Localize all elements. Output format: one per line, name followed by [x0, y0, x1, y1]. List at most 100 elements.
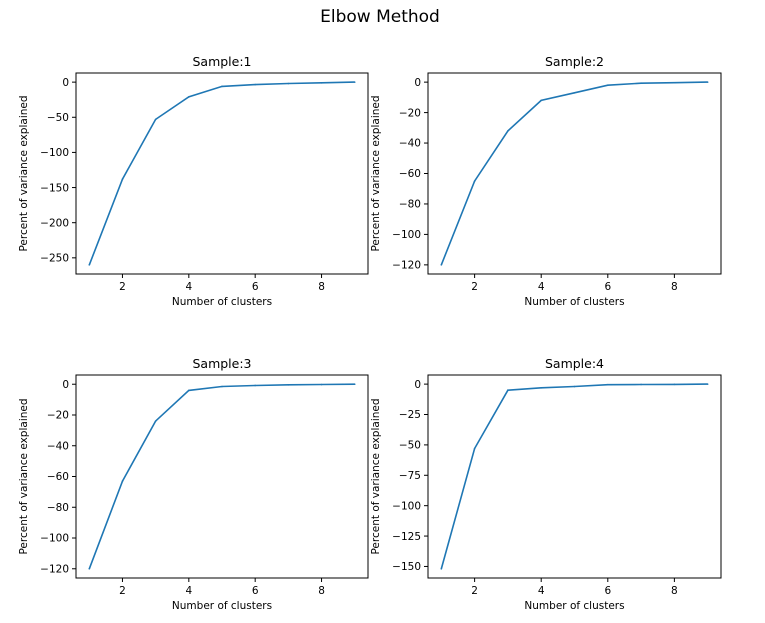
x-axis-label: Number of clusters: [524, 296, 624, 308]
y-tick-label: −40: [47, 440, 69, 452]
data-point: [188, 96, 190, 98]
data-point: [440, 568, 443, 570]
x-tick-label: 2: [119, 585, 126, 597]
data-point: [540, 386, 543, 389]
data-point: [121, 178, 124, 180]
y-tick-label: −150: [392, 561, 421, 573]
axes-frame: [427, 374, 722, 579]
data-point: [254, 384, 256, 387]
y-tick-label: −250: [40, 253, 69, 265]
data-point: [640, 383, 642, 386]
y-tick-label: −100: [40, 147, 69, 159]
x-axis-label: Number of clusters: [524, 600, 624, 612]
y-tick-label: −80: [47, 502, 69, 514]
figure-title: Elbow Method: [320, 7, 440, 27]
data-point: [673, 383, 676, 386]
subplot-3: 2 4 6 8 0 −20 −40 −60 −80 −100 −120 Sample:3 Number …: [18, 356, 369, 612]
y-tick-label: −200: [40, 217, 69, 229]
x-tick-label: 8: [671, 585, 678, 597]
x-axis-label: Number of clusters: [172, 296, 272, 308]
data-point: [706, 81, 709, 83]
y-tick-label: −60: [399, 168, 421, 180]
x-tick-label: 2: [471, 585, 478, 597]
subplot-title: Sample:2: [545, 54, 604, 69]
y-tick-label: −50: [399, 440, 421, 452]
data-point: [473, 180, 476, 182]
subplot-title: Sample:4: [545, 356, 604, 371]
x-axis-label: Number of clusters: [172, 600, 272, 612]
y-tick-label: −80: [399, 199, 421, 211]
data-point: [540, 99, 543, 102]
x-tick-label: 8: [318, 585, 325, 597]
x-tick-label: 8: [318, 281, 325, 293]
data-point: [221, 85, 223, 88]
x-tick-label: 4: [185, 281, 192, 293]
y-tick-label: 0: [62, 379, 69, 391]
data-point: [88, 567, 91, 570]
y-axis-label: Percent of variance explained: [18, 398, 30, 554]
y-tick-label: −120: [40, 563, 69, 575]
data-point: [573, 385, 576, 388]
x-tick-label: 2: [119, 281, 126, 293]
y-tick-label: −100: [392, 500, 421, 512]
data-point: [640, 82, 642, 85]
x-tick-label: 2: [471, 281, 478, 293]
x-tick-label: 6: [252, 281, 259, 293]
data-point: [88, 264, 91, 266]
y-tick-label: −20: [47, 410, 69, 422]
y-tick-label: −20: [399, 107, 421, 119]
y-tick-label: −150: [40, 182, 69, 194]
x-tick-label: 4: [185, 585, 192, 597]
y-tick-label: −100: [40, 533, 69, 545]
data-point: [606, 383, 609, 386]
data-point: [507, 389, 509, 391]
data-point: [440, 264, 443, 266]
y-tick-label: −25: [399, 409, 421, 421]
data-point: [606, 84, 609, 86]
axes-frame: [75, 72, 369, 275]
data-point: [353, 81, 356, 83]
x-tick-label: 6: [604, 585, 611, 597]
data-point: [673, 81, 676, 84]
y-tick-label: −50: [47, 112, 69, 124]
subplot-title: Sample:3: [192, 356, 251, 371]
data-point: [221, 385, 223, 388]
data-point: [507, 130, 509, 132]
data-point: [706, 383, 709, 385]
y-axis-label: Percent of variance explained: [370, 95, 382, 251]
y-tick-label: −40: [399, 138, 421, 150]
y-axis-label: Percent of variance explained: [370, 398, 382, 554]
y-axis-label: Percent of variance explained: [18, 95, 30, 251]
data-point: [154, 118, 157, 121]
data-point: [353, 383, 356, 386]
data-point: [320, 82, 323, 84]
data-point: [287, 384, 290, 386]
data-point: [188, 389, 190, 392]
y-tick-label: 0: [62, 77, 69, 89]
y-tick-label: 0: [414, 77, 421, 89]
subplot-1: 2 4 6 8 0 −50 −100 −150 −200 −250 Sample:1 Number o…: [18, 54, 369, 308]
y-tick-label: −100: [392, 229, 421, 241]
y-tick-label: −125: [392, 531, 421, 543]
data-point: [473, 447, 476, 450]
x-tick-label: 6: [604, 281, 611, 293]
data-point: [254, 83, 256, 86]
data-point: [154, 420, 157, 422]
subplot-2: 2 4 6 8 0 −20 −40 −60 −80 −100 −120 Sample:2 Number …: [370, 54, 722, 308]
y-tick-label: 0: [414, 379, 421, 391]
data-point: [573, 91, 576, 94]
subplot-title: Sample:1: [192, 54, 251, 69]
data-point: [320, 383, 323, 386]
data-point: [287, 82, 290, 85]
x-tick-label: 4: [538, 585, 545, 597]
x-tick-label: 6: [252, 585, 259, 597]
x-tick-label: 4: [538, 281, 545, 293]
x-tick-label: 8: [671, 281, 678, 293]
y-tick-label: −120: [392, 260, 421, 272]
y-tick-label: −75: [399, 470, 421, 482]
subplot-4: 2 4 6 8 0 −25 −50 −75 −100 −125 −150 Sample:4 Number…: [370, 356, 722, 612]
y-tick-label: −60: [47, 471, 69, 483]
data-point: [121, 480, 124, 482]
